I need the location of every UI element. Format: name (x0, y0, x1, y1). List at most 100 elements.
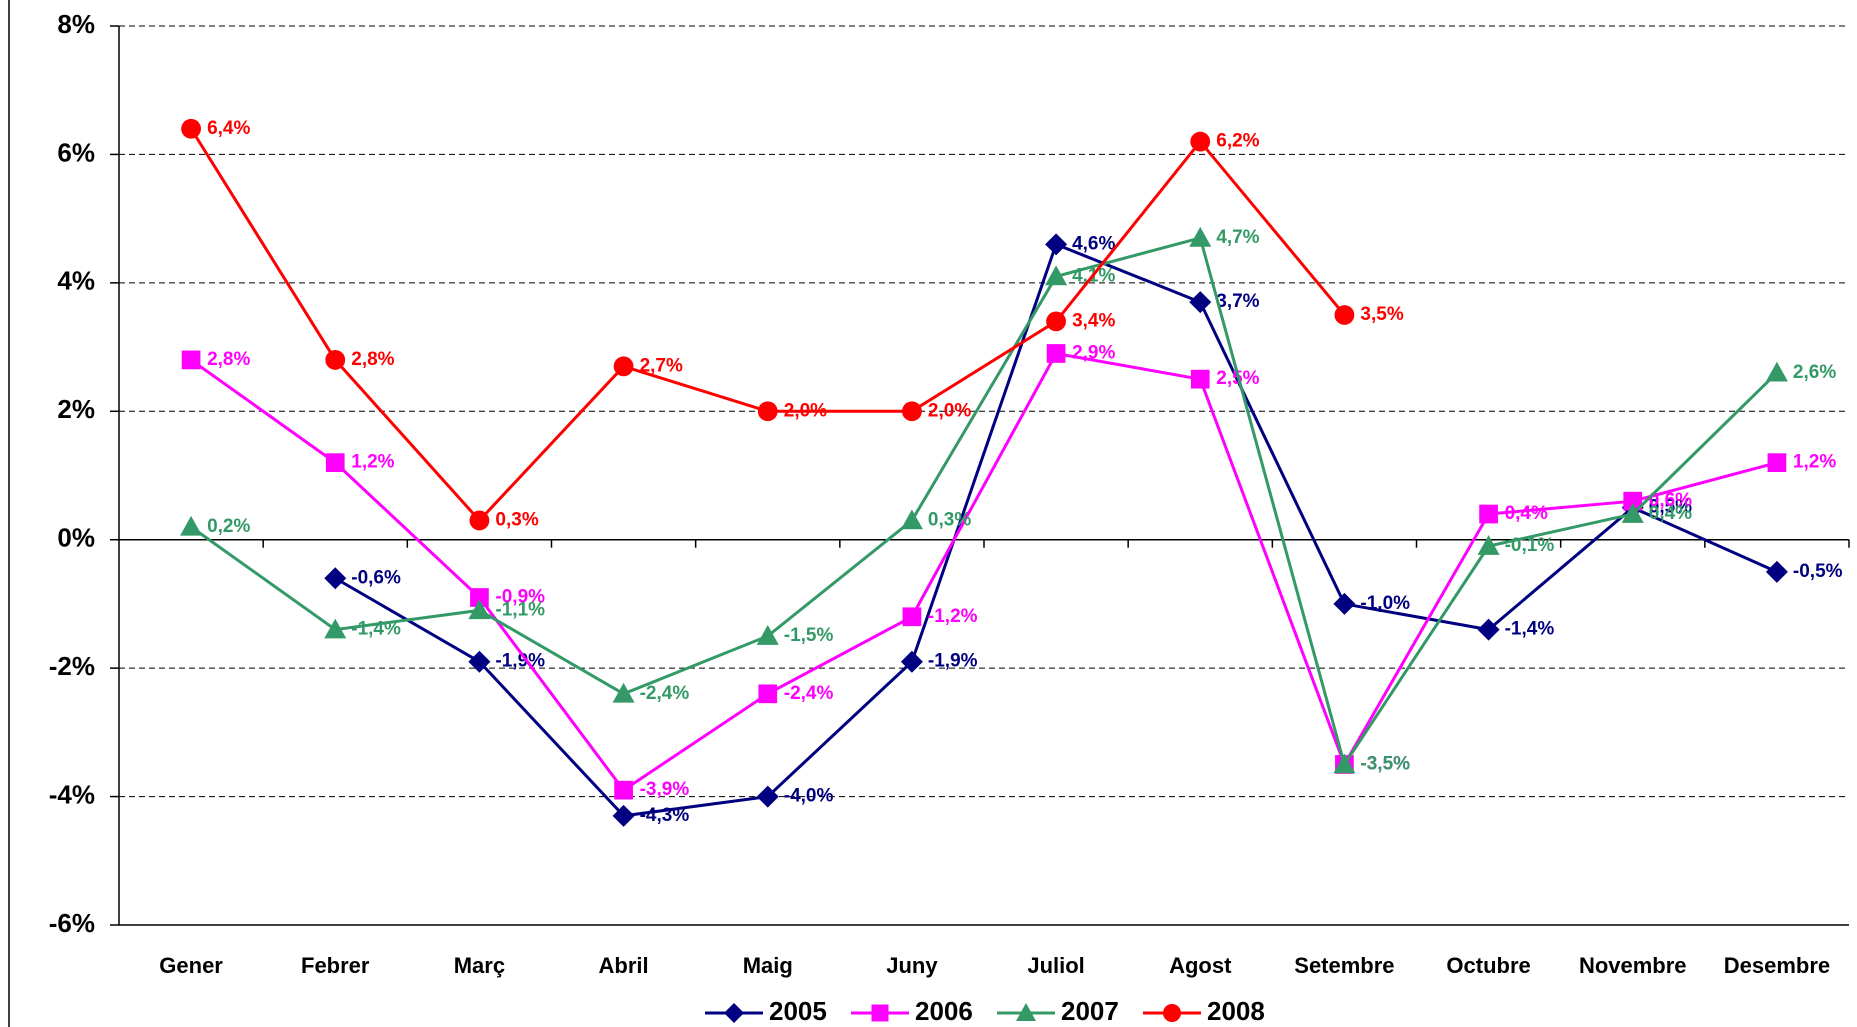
marker (1046, 344, 1066, 363)
data-label: -1,4% (1505, 619, 1555, 640)
marker (1016, 1003, 1036, 1021)
data-label: 0,3% (928, 509, 971, 530)
marker (1189, 226, 1212, 247)
data-label: -4,0% (784, 786, 834, 807)
marker (900, 650, 923, 673)
data-label: -0,5% (1793, 561, 1843, 582)
marker (324, 567, 347, 590)
marker (1333, 592, 1356, 615)
x-tick-label: Novembre (1579, 953, 1687, 978)
data-label: 1,2% (351, 452, 394, 473)
data-label: 2,8% (351, 349, 394, 370)
marker (1621, 503, 1644, 523)
marker (612, 804, 635, 827)
marker (1046, 311, 1066, 332)
series-line (190, 236, 1778, 769)
marker (181, 350, 201, 370)
marker (756, 625, 779, 645)
marker (871, 1004, 889, 1022)
data-label: 0,4% (1505, 503, 1548, 524)
data-label: -1,9% (928, 651, 978, 672)
marker (757, 401, 778, 422)
y-tick-label: 2% (57, 394, 95, 424)
data-label: 0,6% (1649, 490, 1692, 511)
data-label: -3,5% (1360, 753, 1410, 774)
marker (758, 684, 778, 704)
marker (470, 588, 489, 607)
marker (1045, 265, 1068, 286)
data-label: 1,2% (1793, 452, 1836, 473)
legend-label: 2008 (1207, 996, 1265, 1026)
x-tick-label: Maig (743, 953, 793, 978)
marker (1477, 535, 1500, 555)
y-tick-label: 6% (57, 137, 95, 167)
marker (325, 350, 346, 370)
legend-label: 2005 (769, 996, 827, 1026)
marker (1163, 1004, 1181, 1022)
marker (1190, 369, 1210, 389)
data-label: -1,0% (1360, 593, 1410, 614)
data-label: -3,5% (1360, 753, 1410, 774)
marker (468, 599, 491, 620)
data-label: 3,7% (1216, 291, 1259, 312)
marker (1479, 504, 1498, 524)
marker (1623, 491, 1643, 511)
y-tick-label: 4% (57, 266, 95, 296)
data-label: -3,9% (640, 779, 690, 800)
data-label: -0,9% (495, 587, 545, 608)
marker (612, 682, 635, 703)
data-label: 2,8% (207, 349, 250, 370)
y-tick-label: -4% (49, 779, 95, 809)
data-label: 0,4% (1649, 503, 1692, 524)
data-label: -1,2% (928, 606, 978, 627)
data-label: 3,4% (1072, 310, 1115, 331)
y-tick-label: 8% (57, 9, 95, 39)
legend-label: 2007 (1061, 996, 1119, 1026)
data-label: -2,4% (640, 683, 690, 704)
data-label: 0,5% (1649, 497, 1692, 518)
data-label: -0,6% (351, 567, 401, 588)
marker (1477, 618, 1500, 641)
marker (724, 1003, 744, 1023)
data-label: -1,5% (784, 625, 834, 646)
data-label: -2,4% (784, 683, 834, 704)
marker (1333, 753, 1356, 774)
y-tick-label: 0% (57, 523, 95, 553)
marker (902, 401, 922, 422)
x-tick-label: Març (454, 953, 505, 978)
marker (902, 607, 922, 627)
data-label: 2,6% (1793, 362, 1836, 383)
marker (756, 785, 779, 808)
data-label: -1,4% (351, 619, 401, 640)
x-tick-label: Febrer (301, 953, 370, 978)
marker (1765, 560, 1788, 583)
marker (1045, 233, 1068, 256)
data-label: 2,7% (640, 355, 683, 376)
marker (613, 356, 634, 377)
y-tick-label: -6% (49, 908, 95, 938)
data-label: 6,4% (207, 118, 250, 139)
marker (468, 650, 491, 673)
data-label: 2,9% (1072, 343, 1115, 364)
data-label: -1,1% (495, 599, 545, 620)
x-tick-label: Agost (1169, 953, 1232, 978)
data-label: 2,0% (784, 400, 827, 421)
data-label: 2,0% (928, 400, 971, 421)
marker (1767, 453, 1787, 473)
x-tick-label: Abril (599, 953, 649, 978)
data-label: 6,2% (1216, 131, 1259, 152)
data-label: 3,5% (1360, 304, 1403, 325)
x-tick-label: Octubre (1446, 953, 1530, 978)
marker (1190, 131, 1211, 152)
marker (1189, 291, 1212, 314)
x-tick-label: Setembre (1294, 953, 1394, 978)
x-tick-label: Juny (886, 953, 938, 978)
y-tick-label: -2% (49, 651, 95, 681)
x-tick-label: Desembre (1724, 953, 1830, 978)
marker (324, 618, 347, 639)
marker (180, 515, 203, 536)
data-label: 4,6% (1072, 233, 1115, 254)
data-label: -0,1% (1505, 535, 1555, 556)
